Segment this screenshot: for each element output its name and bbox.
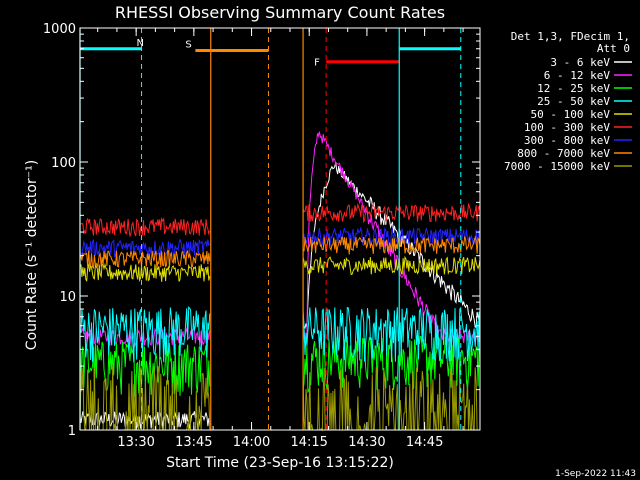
series-line-5 xyxy=(80,202,481,238)
plot-area: N S F xyxy=(79,28,481,432)
y-tick-label-3: 1000 xyxy=(43,22,76,37)
x-tick-label-4: 14:30 xyxy=(348,435,385,450)
y-tick-label-0: 1 xyxy=(68,424,76,439)
axes-frame xyxy=(79,27,481,431)
footer-timestamp: 1-Sep-2022 11:43 xyxy=(555,469,636,479)
legend-label-8: 7000 - 15000 keV xyxy=(504,160,610,173)
y-tick-label-1: 10 xyxy=(59,290,76,305)
legend-label-2: 12 - 25 keV xyxy=(537,82,610,95)
x-axis-label: Start Time (23-Sep-16 13:15:22) xyxy=(166,455,394,471)
legend-label-5: 100 - 300 keV xyxy=(524,121,610,134)
series-line-7 xyxy=(79,235,481,270)
x-tick-label-2: 14:00 xyxy=(233,435,270,450)
legend-label-4: 50 - 100 keV xyxy=(531,108,611,121)
axes: 1 10 100 1000 13:30 13:45 14:00 14:15 14:30 14:45 xyxy=(43,22,481,450)
legend-label-7: 800 - 7000 keV xyxy=(517,147,610,160)
annotation-label-2: F xyxy=(314,58,320,69)
legend-label-3: 25 - 50 keV xyxy=(537,95,610,108)
series-line-4 xyxy=(79,255,481,283)
series-line-3 xyxy=(79,305,481,363)
x-tick-label-0: 13:30 xyxy=(117,435,154,450)
annotation-label-0: N xyxy=(137,38,144,49)
x-tick-label-3: 14:15 xyxy=(290,435,327,450)
annotation-label-1: S xyxy=(185,39,191,50)
legend-header-1: Att 0 xyxy=(597,42,630,55)
legend-label-0: 3 - 6 keV xyxy=(550,56,610,69)
x-tick-label-1: 13:45 xyxy=(175,435,212,450)
series-line-6 xyxy=(79,226,481,258)
legend-label-6: 300 - 800 keV xyxy=(524,134,610,147)
y-tick-label-2: 100 xyxy=(51,156,76,171)
y-axis-label: Count Rate (s⁻¹ detector⁻¹) xyxy=(24,160,40,350)
x-tick-label-5: 14:45 xyxy=(406,435,443,450)
legend-header-0: Det 1,3, FDecim 1, xyxy=(511,30,630,43)
legend-label-1: 6 - 12 keV xyxy=(544,69,611,82)
chart-title: RHESSI Observing Summary Count Rates xyxy=(115,3,445,22)
